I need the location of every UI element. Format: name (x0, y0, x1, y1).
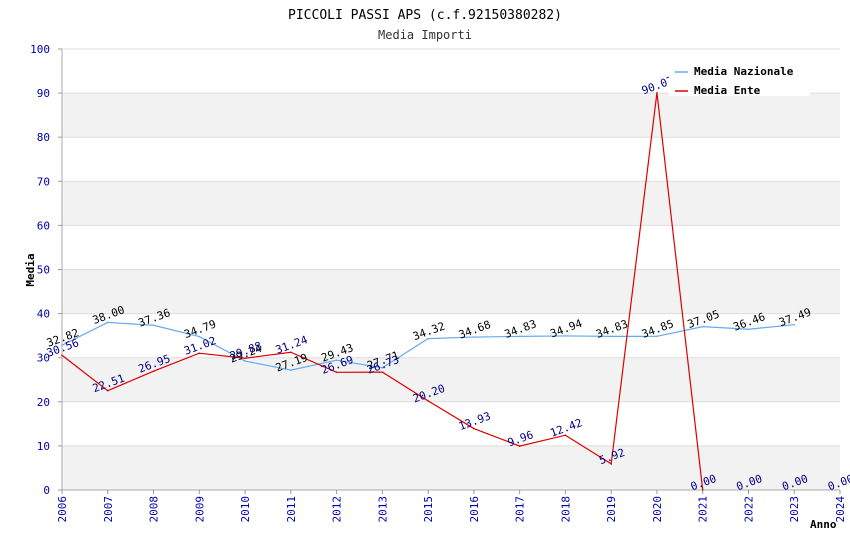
x-tick-label: 2016 (468, 496, 481, 523)
y-axis-ticks: 0 10 20 30 40 50 60 70 80 90 100 (30, 43, 50, 497)
legend-box (669, 60, 810, 96)
data-point (701, 489, 704, 491)
y-tick-label: 20 (37, 396, 50, 409)
legend: Media Nazionale Media Ente (669, 60, 810, 97)
grid-band (62, 445, 840, 490)
data-point (106, 321, 109, 324)
data-point (564, 335, 567, 337)
data-point (793, 323, 796, 326)
y-tick-label: 40 (37, 308, 50, 321)
data-point (427, 337, 429, 340)
x-tick-label: 2009 (193, 496, 206, 523)
data-point (747, 328, 750, 331)
data-point (244, 357, 246, 360)
data-point (335, 371, 338, 374)
y-axis-label: Media (24, 253, 37, 286)
x-tick-label: 2010 (239, 496, 252, 523)
data-point (564, 434, 567, 437)
x-tick-label: 2011 (285, 496, 298, 523)
y-tick-label: 80 (37, 131, 50, 144)
data-point (106, 389, 109, 392)
grid-band (62, 269, 840, 314)
x-tick-label: 2024 (834, 496, 847, 523)
data-point (610, 335, 612, 338)
data-point (473, 336, 475, 338)
grid-band (62, 181, 840, 226)
data-point (290, 369, 292, 371)
y-tick-label: 90 (37, 87, 50, 100)
data-point (152, 324, 155, 327)
x-tick-label: 2019 (605, 496, 618, 523)
data-point (381, 366, 384, 369)
x-tick-label: 2012 (331, 496, 344, 523)
series-lines (61, 91, 796, 491)
x-axis-ticks: 2006 2007 2008 2009 2010 2011 2012 2013 2015 2016… (56, 496, 847, 523)
x-tick-label: 2013 (376, 496, 389, 523)
y-tick-label: 10 (37, 440, 50, 453)
y-tick-label: 30 (37, 352, 50, 365)
legend-label-0: Media Nazionale (694, 65, 794, 78)
y-tick-label: 0 (43, 484, 50, 497)
data-point (518, 335, 521, 338)
data-point (381, 371, 384, 373)
x-tick-label: 2007 (102, 496, 115, 523)
x-tick-label: 2017 (514, 496, 527, 523)
data-point (152, 370, 155, 372)
data-point (244, 360, 246, 362)
y-tick-label: 50 (37, 264, 50, 277)
data-point (427, 400, 429, 402)
data-point (473, 427, 475, 430)
gridlines (58, 48, 841, 494)
data-point (61, 354, 63, 357)
x-tick-label: 2022 (742, 496, 755, 523)
data-point (656, 335, 658, 338)
data-point (198, 335, 201, 338)
data-point (290, 351, 292, 354)
chart-title: PICCOLI PASSI APS (c.f.92150380282) (288, 8, 562, 23)
data-point (656, 91, 658, 94)
data-point (61, 344, 63, 347)
x-tick-label: 2021 (697, 496, 710, 523)
grid-band (62, 93, 840, 138)
x-tick-label: 2023 (788, 496, 801, 523)
y-tick-label: 100 (30, 43, 50, 56)
x-tick-label: 2018 (559, 496, 572, 523)
legend-label-1: Media Ente (694, 84, 761, 97)
y-tick-label: 60 (37, 219, 50, 232)
x-axis-label: Anno (810, 518, 837, 531)
data-point (335, 359, 338, 362)
x-tick-label: 2020 (651, 496, 664, 523)
data-point (610, 463, 612, 465)
grid-band (62, 357, 840, 402)
data-point (518, 445, 521, 447)
x-tick-label: 2008 (148, 496, 161, 523)
chart-subtitle: Media Importi (378, 28, 472, 42)
x-tick-label: 2006 (56, 496, 69, 523)
y-tick-label: 70 (37, 175, 50, 188)
x-tick-label: 2015 (422, 496, 435, 523)
data-point (701, 325, 704, 328)
data-point (198, 352, 201, 355)
